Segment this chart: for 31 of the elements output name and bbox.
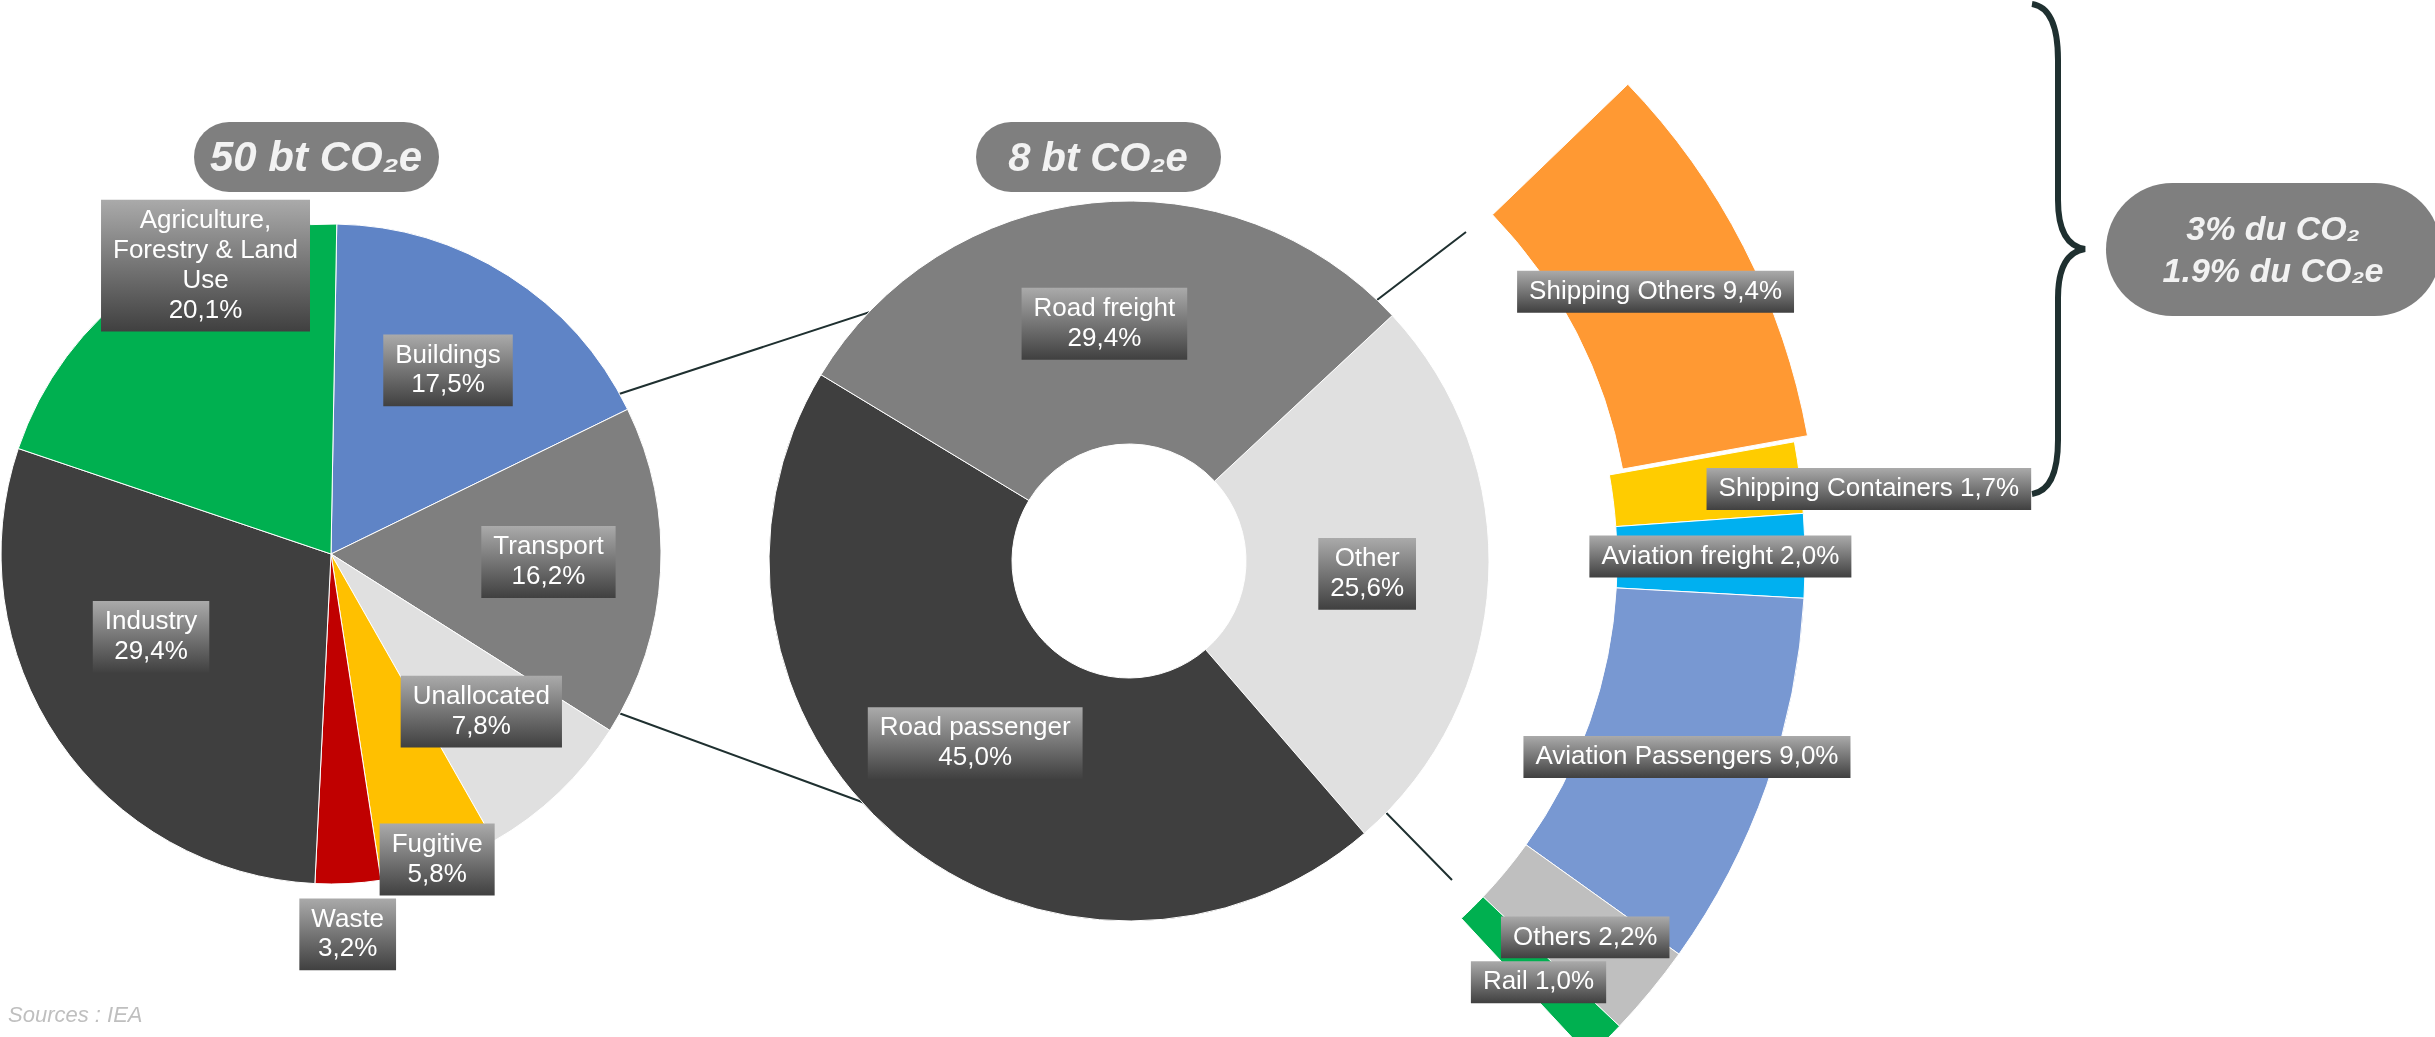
slice-label: Road freight <box>1033 291 1176 322</box>
slice-label: Waste <box>311 902 385 933</box>
slice-label: Shipping Containers 1,7% <box>1718 472 2020 503</box>
slice-label: Agriculture, Forestry & Land Use <box>113 203 299 294</box>
data-label: 29,4% <box>1067 321 1142 352</box>
data-label: 45,0% <box>938 741 1013 772</box>
text: 1.9% du CO₂e <box>2162 250 2384 291</box>
slice-label: Aviation Passengers 9,0% <box>1535 740 1839 771</box>
slice-label: Rail 1,0% <box>1482 965 1595 996</box>
slice-label: Other <box>1334 542 1401 573</box>
chart-title: 50 bt CO₂e <box>209 131 423 182</box>
data-label: 25,6% <box>1330 571 1405 602</box>
chart-title: 8 bt CO₂e <box>1008 134 1188 181</box>
source-note: Sources : IEA <box>8 1002 143 1028</box>
data-label: 16,2% <box>511 560 586 591</box>
data-label: 29,4% <box>114 634 188 665</box>
slice-label: Others 2,2% <box>1512 920 1658 951</box>
data-label: 20,1% <box>168 293 243 324</box>
slice-label: Road passenger <box>879 711 1071 742</box>
slice-label: Industry <box>104 605 198 636</box>
slice-label: Buildings <box>395 338 501 369</box>
slice-label: Fugitive <box>391 827 483 858</box>
slice-label: Unallocated <box>412 679 550 710</box>
slice-label: Shipping Others 9,4% <box>1529 274 1783 305</box>
slice-label: Transport <box>493 530 605 561</box>
data-label: 7,8% <box>451 709 511 740</box>
data-label: 5,8% <box>407 857 467 888</box>
slice-label: Aviation freight 2,0% <box>1601 539 1840 570</box>
data-label: 3,2% <box>318 932 378 963</box>
data-label: 17,5% <box>411 368 485 399</box>
text: 3% du CO₂ <box>2186 207 2360 249</box>
